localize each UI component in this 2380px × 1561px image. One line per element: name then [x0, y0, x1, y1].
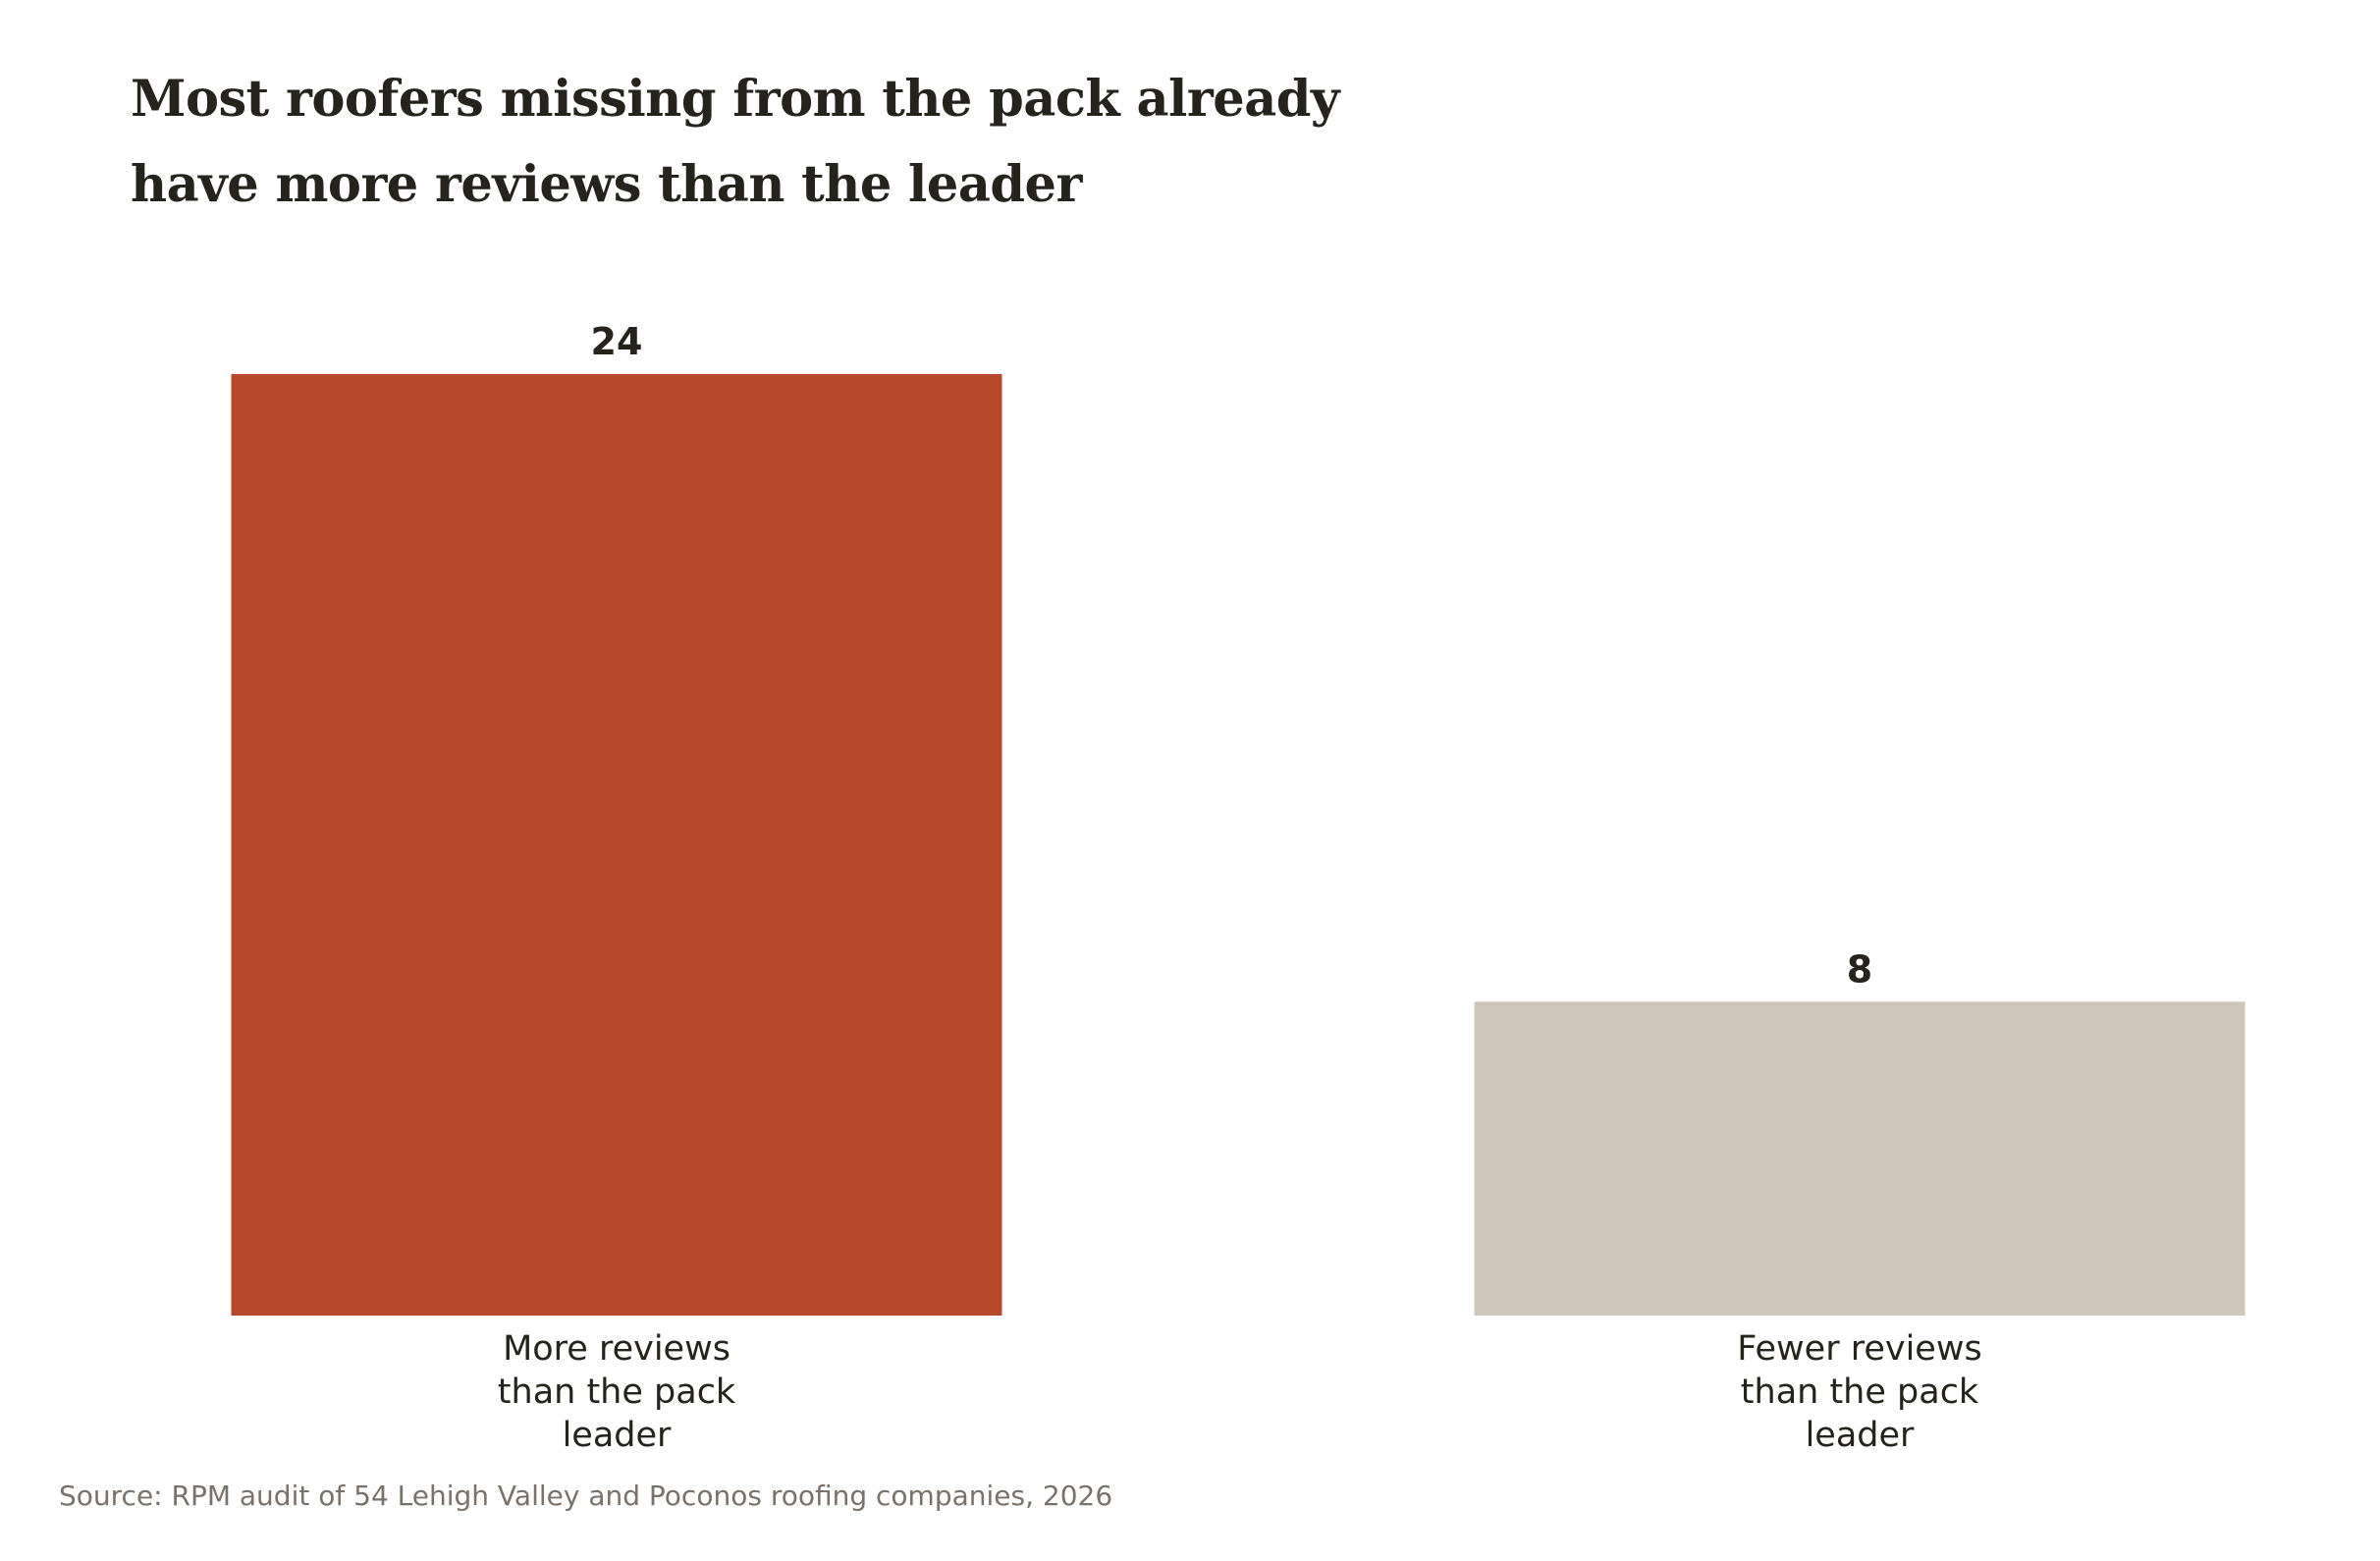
- category-label-1-line-3: leader: [563, 1416, 672, 1455]
- category-label-2-line-2: than the pack: [1741, 1373, 1979, 1412]
- bar-1: [231, 374, 1002, 1316]
- chart-title: Most roofers missing from the pack alrea…: [131, 57, 1340, 228]
- bar-2: [1474, 1001, 2245, 1316]
- chart-title-line-2: have more reviews than the leader: [131, 155, 1082, 214]
- source-note: Source: RPM audit of 54 Lehigh Valley an…: [59, 1480, 1113, 1512]
- value-label-1: 24: [591, 320, 643, 363]
- category-label-1-line-1: More reviews: [503, 1329, 730, 1369]
- chart-title-line-1: Most roofers missing from the pack alrea…: [131, 70, 1340, 129]
- category-label-1: More reviews than the pack leader: [498, 1329, 736, 1455]
- value-label-2: 8: [1847, 947, 1872, 991]
- category-label-2-line-1: Fewer reviews: [1737, 1329, 1981, 1369]
- category-label-1-line-2: than the pack: [498, 1373, 736, 1412]
- category-label-2: Fewer reviews than the pack leader: [1737, 1329, 1981, 1455]
- category-label-2-line-3: leader: [1806, 1416, 1915, 1455]
